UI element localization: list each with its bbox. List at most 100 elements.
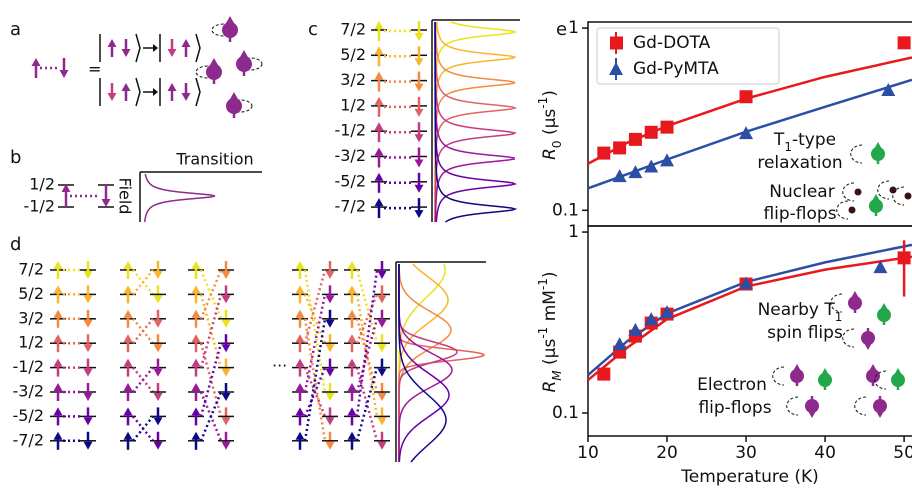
- arrow-head: [59, 70, 69, 78]
- arrow-head: [53, 358, 63, 367]
- arrow-head: [295, 261, 305, 269]
- panel-label: d: [10, 234, 21, 255]
- data-point: [612, 169, 627, 183]
- arrow-head: [295, 358, 305, 367]
- arrow-head: [374, 71, 384, 80]
- t: -1: [536, 327, 550, 339]
- arrow-head: [295, 285, 305, 294]
- transition-line: [132, 366, 154, 393]
- arrow-head: [325, 271, 335, 279]
- data-point: [660, 120, 674, 134]
- annotation: Nuclear: [769, 182, 834, 202]
- arrow-head: [325, 319, 335, 328]
- arrow-head: [83, 271, 93, 279]
- panel-label: a: [10, 19, 21, 40]
- arrow-head: [239, 50, 249, 58]
- level-label: 7/2: [340, 20, 366, 39]
- annotation: Electron: [697, 375, 767, 395]
- arrow-head: [83, 393, 93, 401]
- arrow-head: [414, 184, 424, 193]
- arrow-head: [229, 92, 239, 100]
- data-point: [739, 90, 753, 104]
- level-label: -1/2: [12, 357, 44, 376]
- t: 1: [784, 140, 792, 154]
- arrow-head: [53, 383, 63, 391]
- plot-frame: [587, 225, 912, 437]
- annotations: T1-type relaxation Nuclear flip-flops Ne…: [697, 130, 843, 418]
- arrow-head: [225, 16, 235, 24]
- ellipsis: ...: [272, 352, 287, 371]
- t: R: [540, 148, 560, 160]
- arrow-head: [295, 309, 305, 318]
- transition-line: [355, 294, 379, 417]
- x-tick-label: 50: [893, 443, 912, 463]
- transition-line: [199, 269, 223, 320]
- precession: [830, 293, 843, 313]
- level-label: -3/2: [334, 146, 366, 165]
- arrow-head: [53, 309, 63, 318]
- data-point: [660, 305, 675, 319]
- precession: [842, 182, 855, 202]
- transition-line: [355, 269, 379, 344]
- level-label: 3/2: [340, 70, 366, 89]
- level-label: -5/2: [12, 406, 44, 425]
- precession: [854, 396, 867, 416]
- panel-label: c: [308, 19, 318, 40]
- level-label: -1/2: [23, 197, 55, 216]
- arrow-head: [325, 344, 335, 353]
- arrow-head: [893, 368, 903, 376]
- arrow-head: [295, 407, 305, 416]
- data-point: [873, 260, 888, 274]
- arrow-head: [374, 96, 384, 105]
- arrow-head: [807, 410, 817, 418]
- level-label: 5/2: [340, 45, 366, 64]
- arrow-head: [221, 271, 231, 279]
- arrow-head: [221, 393, 231, 401]
- precession: [877, 180, 890, 200]
- precession: [842, 328, 855, 348]
- level-label: -5/2: [334, 171, 366, 190]
- arrow-head: [221, 441, 231, 450]
- t: ): [540, 90, 560, 97]
- arrow-head: [83, 417, 93, 426]
- arrow-head: [377, 393, 387, 401]
- ket-bracket: [195, 33, 201, 63]
- data-point: [613, 141, 627, 155]
- arrow-head: [325, 441, 335, 450]
- level-label: -7/2: [12, 430, 44, 449]
- arrow-head: [850, 291, 860, 299]
- arrow-head: [53, 431, 63, 440]
- arrow-head: [221, 368, 231, 377]
- arrow-head: [377, 344, 387, 353]
- arrow-head: [377, 368, 387, 377]
- annotation: flip-flops: [763, 204, 836, 224]
- precession: [836, 200, 849, 220]
- t: (μs: [540, 109, 560, 141]
- arrow-head: [875, 410, 885, 418]
- transition-line: [199, 391, 223, 442]
- nuclear-spin: [854, 188, 862, 196]
- data-point: [739, 276, 754, 290]
- arrow-head: [83, 344, 93, 353]
- precession: [874, 370, 887, 390]
- arrow-head: [53, 285, 63, 294]
- precession: [786, 396, 799, 416]
- annotation: relaxation: [757, 153, 842, 173]
- arrow-head: [83, 319, 93, 328]
- arrow-head: [53, 334, 63, 343]
- arrow-head: [191, 261, 201, 269]
- arrow-head: [414, 33, 424, 41]
- arrow-head: [295, 383, 305, 391]
- arrow-head: [377, 295, 387, 304]
- arrow-head: [209, 58, 219, 66]
- annotation: flip-flops: [698, 398, 771, 418]
- arrow-head: [123, 261, 133, 269]
- arrow-head: [121, 83, 131, 91]
- transition-line: [303, 294, 327, 393]
- arrow-head: [153, 368, 163, 377]
- nuclear-spin: [904, 192, 912, 200]
- data-point: [739, 126, 754, 140]
- arrow-head: [347, 285, 357, 294]
- arrow-head: [101, 199, 111, 207]
